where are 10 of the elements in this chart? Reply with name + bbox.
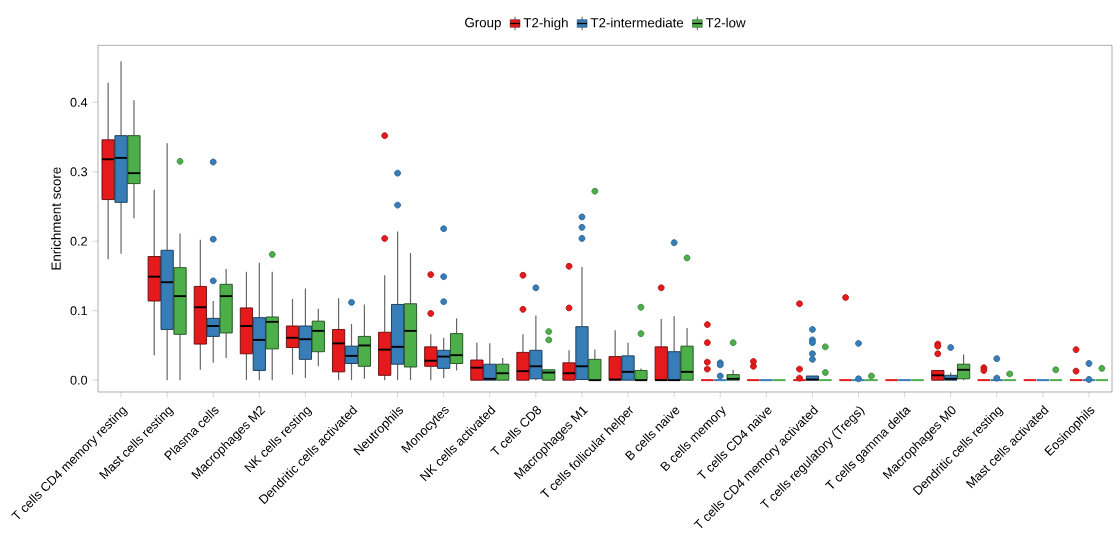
y-tick-label: 0.1 xyxy=(70,306,87,316)
legend-title: Group xyxy=(465,17,501,30)
legend-label: T2-low xyxy=(705,17,746,28)
y-tick-label: 0.2 xyxy=(70,236,87,246)
y-tick-label: 0.3 xyxy=(70,167,88,177)
y-tick-label: 0.4 xyxy=(70,97,88,107)
y-axis-title: Enrichment score xyxy=(51,167,61,270)
legend-label: T2-high xyxy=(523,17,568,31)
legend-label: T2-intermediate xyxy=(590,17,684,28)
y-tick-label: 0.0 xyxy=(70,375,88,385)
